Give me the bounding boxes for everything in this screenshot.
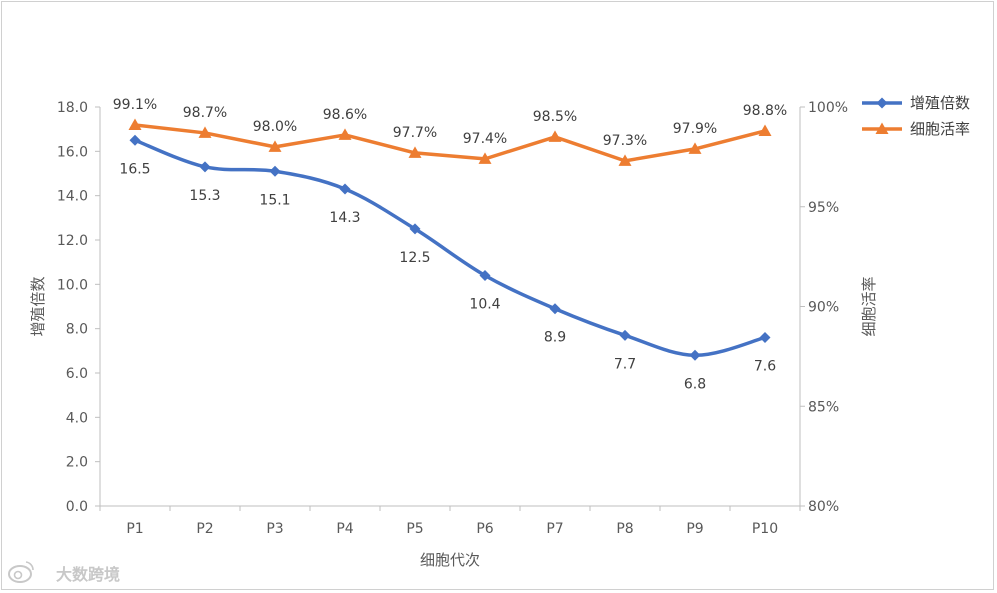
watermark-text: 大数跨境: [56, 565, 120, 584]
series-line-0: [134, 138, 766, 358]
series-1-data-label: 99.1%: [113, 97, 157, 113]
x-tick-label: P2: [196, 521, 213, 537]
series-1-point: [128, 118, 142, 130]
series-0-point: [409, 223, 421, 235]
series-1-data-label: 98.5%: [533, 109, 577, 125]
series-0-data-label: 8.9: [544, 330, 566, 346]
series-1-data-label: 97.4%: [463, 131, 507, 147]
y-left-tick-label: 14.0: [57, 189, 88, 205]
x-tick-label: P5: [406, 521, 423, 537]
y-left-tick-label: 0.0: [66, 499, 88, 515]
y-left-tick-label: 16.0: [57, 144, 88, 160]
series-0-point: [689, 349, 701, 361]
weibo-icon: [8, 561, 34, 583]
series-1-data-label: 97.3%: [603, 133, 647, 149]
series-0-data-label: 14.3: [329, 210, 360, 226]
series-1-data-label: 97.9%: [673, 121, 717, 137]
series-1-point: [408, 146, 422, 158]
series-1-point: [618, 154, 632, 166]
x-axis-title: 细胞代次: [420, 551, 480, 569]
y-left-tick-label: 10.0: [57, 277, 88, 293]
series-0-point: [479, 269, 491, 281]
y-right-tick-label: 90%: [808, 300, 839, 316]
series-layer: [128, 118, 772, 361]
series-1-point: [688, 142, 702, 154]
data-labels-layer: 16.5 15.3 15.1 14.3 12.5 10.4 8.9 7.7 6.8 7.6 99.1…: [113, 97, 787, 392]
watermark: 大数跨境: [8, 561, 120, 584]
series-1-data-label: 98.7%: [183, 105, 227, 121]
series-1-point: [478, 152, 492, 164]
y-axis-right-title: 细胞活率: [860, 276, 878, 336]
series-0-point: [759, 332, 771, 344]
series-1-data-label: 98.0%: [253, 119, 297, 135]
y-axis-left-title: 增殖倍数: [29, 276, 47, 336]
legend-marker-0: [876, 97, 888, 109]
x-tick-label: P10: [752, 521, 778, 537]
series-0-data-label: 15.1: [259, 192, 290, 208]
y-left-tick-label: 6.0: [66, 366, 88, 382]
x-tick-label: P3: [266, 521, 283, 537]
series-0-data-label: 7.6: [754, 359, 776, 375]
series-0-data-label: 7.7: [614, 356, 636, 372]
series-1-point: [198, 126, 212, 138]
legend-marker-1: [875, 122, 889, 134]
series-0-point: [339, 183, 351, 195]
y-left-tick-label: 8.0: [66, 322, 88, 338]
series-1-point: [338, 128, 352, 140]
x-tick-label: P6: [476, 521, 493, 537]
series-1-point: [758, 124, 772, 136]
series-0-data-label: 16.5: [119, 161, 150, 177]
y-right-tick-label: 85%: [808, 399, 839, 415]
y-right-tick-label: 80%: [808, 499, 839, 515]
series-0-data-label: 10.4: [469, 296, 500, 312]
axes-layer: 0.0 2.0 4.0 6.0 8.0 10.0 12.0 14.0 16.0 18.0 80% 85…: [29, 100, 878, 569]
series-1-data-label: 98.8%: [743, 103, 787, 119]
x-tick-label: P1: [126, 521, 143, 537]
x-tick-label: P7: [546, 521, 563, 537]
series-0-point: [619, 329, 631, 341]
series-0-data-label: 6.8: [684, 376, 706, 392]
x-tick-label: P4: [336, 521, 353, 537]
series-1-point: [548, 130, 562, 142]
y-left-tick-label: 4.0: [66, 410, 88, 426]
x-tick-label: P9: [686, 521, 703, 537]
series-0-data-label: 15.3: [189, 188, 220, 204]
series-0-point: [549, 303, 561, 315]
y-left-tick-label: 12.0: [57, 233, 88, 249]
y-left-tick-label: 18.0: [57, 100, 88, 116]
legend-label-0: 增殖倍数: [910, 94, 970, 112]
series-1-point: [268, 140, 282, 152]
legend-label-1: 细胞活率: [910, 120, 970, 138]
x-tick-label: P8: [616, 521, 633, 537]
series-0-point: [129, 134, 141, 146]
series-1-data-label: 97.7%: [393, 125, 437, 141]
series-1-data-label: 98.6%: [323, 107, 367, 123]
series-0-point: [269, 165, 281, 177]
y-right-tick-label: 95%: [808, 200, 839, 216]
y-right-tick-label: 100%: [808, 100, 848, 116]
series-0-data-label: 12.5: [399, 250, 430, 266]
series-0-point: [199, 161, 211, 173]
y-left-tick-label: 2.0: [66, 455, 88, 471]
series-line-1: [134, 123, 766, 163]
